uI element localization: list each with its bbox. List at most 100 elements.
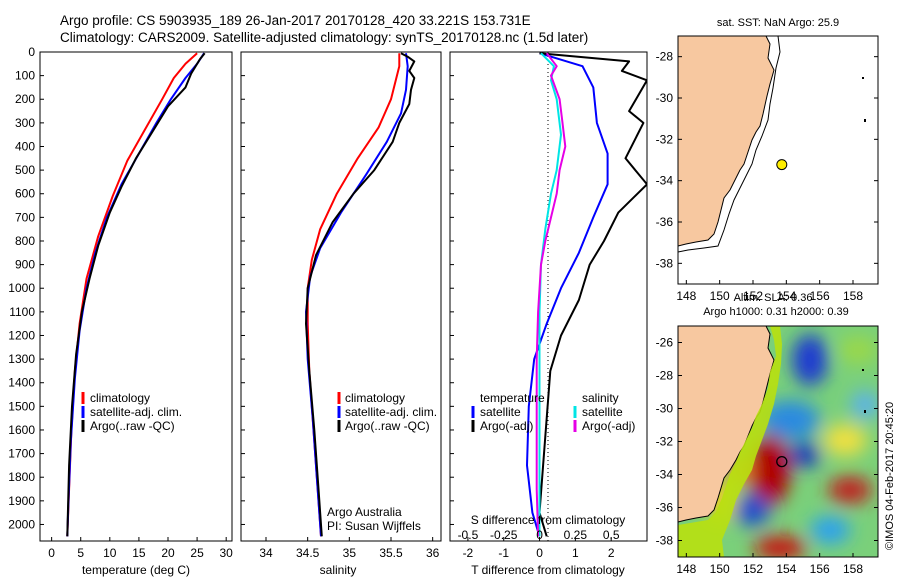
figure-title-line-2: Climatology: CARS2009. Satellite-adjuste… <box>60 30 588 45</box>
imos-timestamp: ©IMOS 04-Feb-2017 20:45:20 <box>884 402 896 550</box>
depth-tick-label: 1700 <box>8 447 35 461</box>
depth-tick-label: 200 <box>15 92 35 106</box>
legend-climatology: climatology <box>345 391 405 405</box>
s-tick-label: -0.25 <box>490 528 518 542</box>
annotation-pi: PI: Susan Wijffels <box>327 519 421 533</box>
longitude-label: 158 <box>843 289 863 303</box>
x-tick-label: 25 <box>190 546 204 560</box>
sst-map-latitude-labels: -28 -30 -32 -34 -36 -38 <box>656 50 878 270</box>
sst-map-title: sat. SST: NaN Argo: 25.9 <box>717 17 839 29</box>
depth-tick-label: 900 <box>15 258 35 272</box>
latitude-label: -38 <box>656 256 674 270</box>
legend-argo: Argo(..raw -QC) <box>345 419 430 433</box>
legend-satellite-adj: satellite-adj. clim. <box>345 405 437 419</box>
sst-map-longitude-labels: 148 150 152 154 156 158 <box>676 280 863 303</box>
depth-tick-label: 0 <box>28 45 35 59</box>
depth-tick-label: 100 <box>15 69 35 83</box>
legend-satellite-adj: satellite-adj. clim. <box>90 405 182 419</box>
s-tick-label: 0.5 <box>603 528 620 542</box>
x-tick-label: 20 <box>161 546 175 560</box>
temperature-axes <box>39 51 233 542</box>
salinity-axes <box>240 51 442 542</box>
depth-tick-label: 1400 <box>8 376 35 390</box>
legend-t-satellite: satellite <box>480 405 521 419</box>
s-tick-label: 0 <box>536 528 543 542</box>
legend-s-argo: Argo(-adj) <box>582 419 635 433</box>
profile-line-argo-raw-qc- <box>66 52 206 537</box>
sst-map-panel: sat. SST: NaN Argo: 25.9 148 150 152 154 156… <box>656 17 879 303</box>
longitude-label: 156 <box>810 289 830 303</box>
coastline-land <box>678 36 775 247</box>
longitude-label: 148 <box>676 562 696 576</box>
latitude-label: -32 <box>656 435 674 449</box>
profile-line-salinity-argo-adj- <box>535 52 567 537</box>
difference-panel: -2 -1 0 1 2 -0.5 -0.25 0 0.25 0.5 S difference f… <box>449 51 648 577</box>
x-tick-label: 0 <box>48 546 55 560</box>
temperature-legend: climatology satellite-adj. clim. Argo(..… <box>81 391 182 433</box>
latitude-label: -38 <box>656 534 674 548</box>
sla-map-latitude-labels: -26 -28 -30 -32 -34 -36 -38 <box>656 336 878 548</box>
temperature-panel: 0100200300400500600700800900100011001200… <box>8 45 233 577</box>
x-tick-label: 35 <box>343 546 357 560</box>
depth-tick-label: 500 <box>15 163 35 177</box>
latitude-label: -34 <box>656 468 674 482</box>
latitude-label: -36 <box>656 501 674 515</box>
latitude-label: -34 <box>656 174 674 188</box>
x-tick-label: 34.5 <box>296 546 320 560</box>
legend-s-satellite: satellite <box>582 405 623 419</box>
x-tick-label: 35.5 <box>379 546 403 560</box>
x-tick-label: -1 <box>498 546 509 560</box>
salinity-axis-label: salinity <box>320 563 357 577</box>
temperature-profiles <box>66 52 206 537</box>
longitude-label: 150 <box>710 562 730 576</box>
x-tick-label: 34 <box>259 546 273 560</box>
latitude-label: -28 <box>656 50 674 64</box>
s-tick-label: 0.25 <box>564 528 588 542</box>
longitude-label: 150 <box>710 289 730 303</box>
latitude-label: -26 <box>656 336 674 350</box>
latitude-label: -30 <box>656 402 674 416</box>
temperature-tick-labels: 0 5 10 15 20 25 30 <box>48 537 233 560</box>
t-difference-axis-label: T difference from climatology <box>471 563 625 577</box>
figure-title-line-1: Argo profile: CS 5903935_189 26-Jan-2017… <box>60 13 531 28</box>
salinity-tick-labels: 34 34.5 35 35.5 36 <box>259 537 440 560</box>
latitude-label: -32 <box>656 132 674 146</box>
difference-profiles <box>450 52 647 537</box>
longitude-label: 152 <box>743 562 763 576</box>
depth-tick-label: 1500 <box>8 399 35 413</box>
legend-temperature-heading: temperature <box>480 391 545 405</box>
x-tick-label: 15 <box>132 546 146 560</box>
latitude-label: -36 <box>656 215 674 229</box>
legend-argo: Argo(..raw -QC) <box>90 419 175 433</box>
x-tick-label: -2 <box>463 546 474 560</box>
sla-map-panel: Altim. SLA: 0.36 Argo h1000: 0.31 h2000:… <box>656 292 879 576</box>
longitude-label: 156 <box>810 562 830 576</box>
depth-tick-label: 2000 <box>8 517 35 531</box>
salinity-panel: 34 34.5 35 35.5 36 salinity climatology sate… <box>240 51 442 577</box>
island-marker <box>862 77 864 79</box>
profile-line-temperature-argo-adj- <box>538 52 647 537</box>
x-tick-label: 10 <box>103 546 117 560</box>
depth-tick-label: 800 <box>15 234 35 248</box>
x-tick-label: 2 <box>608 546 615 560</box>
sla-map-title: Altim. SLA: 0.36 <box>734 292 813 304</box>
longitude-label: 154 <box>776 289 796 303</box>
depth-tick-labels: 0 100 200 300 400 500 600 700 800 900 1000 1100 1200… <box>8 45 44 531</box>
argo-float-marker <box>776 455 788 468</box>
depth-tick-label: 700 <box>15 210 35 224</box>
x-tick-label: 30 <box>220 546 234 560</box>
depth-tick-label: 1000 <box>8 281 35 295</box>
legend-climatology: climatology <box>90 391 150 405</box>
isobath-contour <box>678 36 781 253</box>
legend-salinity-heading: salinity <box>582 391 619 405</box>
depth-tick-label: 1300 <box>8 352 35 366</box>
latitude-label: -28 <box>656 369 674 383</box>
legend-t-argo: Argo(-adj) <box>480 419 533 433</box>
shelf-band <box>678 326 782 557</box>
profile-line-temperature-satellite <box>526 52 609 537</box>
latitude-label: -30 <box>656 91 674 105</box>
temperature-axis-label: temperature (deg C) <box>82 563 190 577</box>
longitude-label: 154 <box>776 562 796 576</box>
salinity-profiles <box>241 52 416 537</box>
